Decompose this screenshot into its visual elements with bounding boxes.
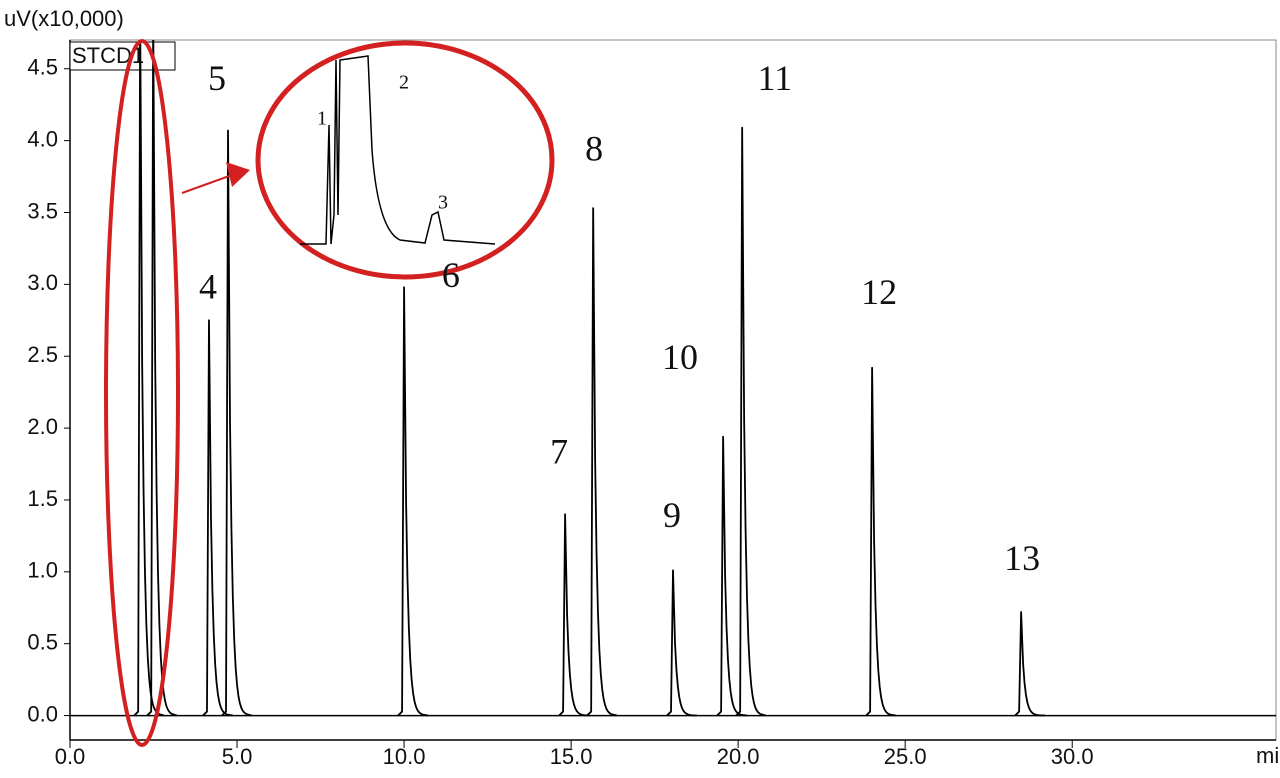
- peak: [221, 129, 253, 717]
- y-tick-label: 1.5: [27, 486, 58, 511]
- peak-label: 5: [208, 58, 226, 98]
- arrow: [181, 174, 233, 194]
- peak-label: 11: [758, 58, 793, 98]
- peak: [202, 319, 234, 717]
- y-tick-label: 3.0: [27, 270, 58, 295]
- y-tick-label: 4.5: [27, 55, 58, 80]
- x-tick-label: 15.0: [550, 744, 593, 769]
- y-tick-label: 4.0: [27, 126, 58, 151]
- inset-label: 1: [317, 108, 327, 130]
- inset-label: 2: [399, 72, 409, 94]
- peak-label: 7: [550, 432, 568, 472]
- y-axis-label: uV(x10,000): [4, 6, 124, 31]
- peak: [865, 366, 897, 717]
- x-tick-label: 20.0: [717, 744, 760, 769]
- peak-label: 12: [861, 272, 897, 312]
- y-tick-label: 3.5: [27, 198, 58, 223]
- peak: [397, 286, 429, 717]
- y-tick-label: 0.5: [27, 630, 58, 655]
- peak: [146, 40, 178, 717]
- x-tick-label: 30.0: [1051, 744, 1094, 769]
- inset-trace: [300, 55, 496, 245]
- peak-label: 6: [442, 255, 460, 295]
- peak-label: 9: [663, 495, 681, 535]
- peak: [666, 569, 698, 717]
- trace-label-box: [69, 41, 176, 71]
- peak: [1014, 611, 1046, 717]
- x-tick-label: 5.0: [222, 744, 253, 769]
- peak-label: 4: [199, 266, 217, 306]
- plot-frame: [69, 39, 1277, 741]
- peak: [586, 207, 618, 717]
- y-tick-label: 2.0: [27, 414, 58, 439]
- x-tick-label: 25.0: [884, 744, 927, 769]
- x-axis-label: min: [1256, 743, 1280, 768]
- y-tick-label: 0.0: [27, 701, 58, 726]
- inset-label: 3: [438, 192, 448, 214]
- y-tick-label: 1.0: [27, 558, 58, 583]
- x-tick-label: 0.0: [55, 744, 86, 769]
- peak-label: 8: [585, 128, 603, 168]
- peak: [558, 513, 590, 717]
- y-tick-label: 2.5: [27, 342, 58, 367]
- peak: [735, 126, 767, 717]
- peak-label: 10: [662, 337, 698, 377]
- peak-label: 13: [1004, 538, 1040, 578]
- inset-circle: [255, 40, 555, 280]
- x-tick-label: 10.0: [383, 744, 426, 769]
- highlight-ellipse: [104, 39, 180, 747]
- arrow-head: [226, 162, 250, 187]
- peak: [716, 435, 748, 717]
